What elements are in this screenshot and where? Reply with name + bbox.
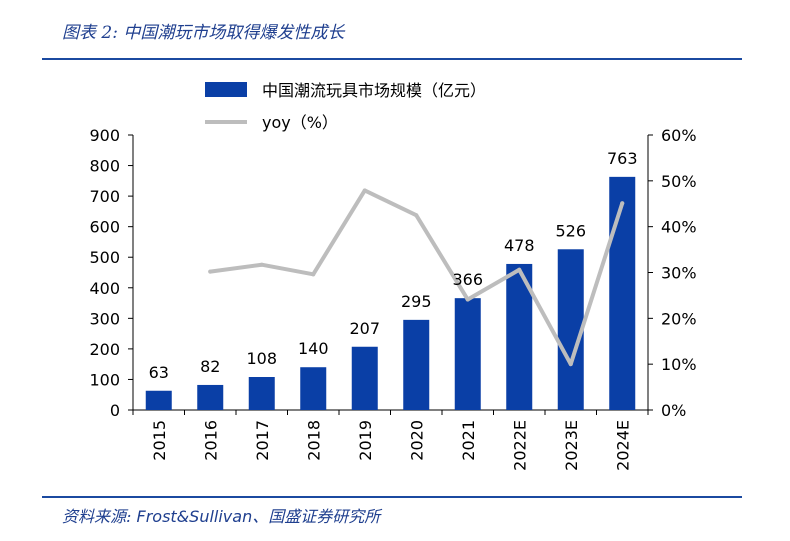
x-tick-label: 2023E — [562, 420, 581, 471]
x-tick-label: 2019 — [356, 420, 375, 461]
x-tick-label: 2022E — [510, 420, 529, 471]
y-left-tick-label: 300 — [89, 309, 120, 328]
yoy-line-group — [208, 188, 625, 367]
y-left-tick-label: 700 — [89, 187, 120, 206]
y-right-tick-label: 50% — [661, 172, 697, 191]
bar — [300, 367, 327, 410]
bar-value-label: 295 — [401, 292, 432, 311]
y-right-tick-label: 30% — [661, 264, 697, 283]
yoy-point — [568, 362, 573, 367]
y-right-tick-label: 0% — [661, 401, 686, 420]
title-rule — [42, 58, 742, 60]
legend-bar-swatch — [205, 82, 247, 97]
bar — [454, 298, 481, 410]
figure-title: 图表 2: 中国潮玩市场取得爆发性成长 — [62, 23, 345, 43]
bar — [145, 390, 172, 410]
x-tick-label: 2018 — [304, 420, 323, 461]
source-prefix: 资料来源: — [62, 507, 132, 526]
y-left-tick-label: 400 — [89, 279, 120, 298]
legend: 中国潮流玩具市场规模（亿元） yoy（%） — [205, 81, 486, 132]
y-left-tick-label: 800 — [89, 157, 120, 176]
bar-value-label: 140 — [298, 339, 329, 358]
bar — [609, 176, 636, 410]
bar-value-label: 763 — [607, 149, 638, 168]
y-left-tick-label: 200 — [89, 340, 120, 359]
bar — [248, 377, 275, 410]
chart-axes: 0 100 200 300 400 500 600 700 800 900 0% 10% 20% 30% 4… — [89, 126, 696, 471]
y-left-tick-label: 900 — [89, 126, 120, 145]
x-tick-label: 2021 — [459, 420, 478, 461]
y-left-tick-label: 0 — [110, 401, 120, 420]
bar-value-label: 366 — [452, 270, 483, 289]
yoy-point — [311, 272, 316, 277]
x-tick-label: 2024E — [613, 420, 632, 471]
yoy-point — [517, 267, 522, 272]
x-tick-label: 2020 — [407, 420, 426, 461]
bar-value-label: 82 — [200, 357, 220, 376]
bars-group — [145, 176, 636, 410]
y-left-tick-label: 600 — [89, 218, 120, 237]
yoy-point — [259, 262, 264, 267]
source-brand: Frost&Sullivan — [136, 507, 253, 526]
yoy-point — [620, 201, 625, 206]
bar-value-label: 207 — [349, 319, 380, 338]
source-suffix: 、国盛证券研究所 — [252, 507, 381, 526]
bar-value-label: 478 — [504, 236, 535, 255]
x-tick-label: 2017 — [253, 420, 272, 461]
yoy-point — [208, 269, 213, 274]
bar — [197, 384, 224, 410]
bar — [351, 346, 378, 410]
x-tick-label: 2016 — [201, 420, 220, 461]
y-right-tick-label: 10% — [661, 355, 697, 374]
y-right-tick-label: 40% — [661, 218, 697, 237]
bar-value-label: 108 — [246, 349, 277, 368]
bar-value-label: 63 — [149, 363, 169, 382]
source-rule — [42, 496, 742, 498]
bar — [403, 319, 430, 410]
data-labels-group: 63 82 108 140 207 295 366 478 526 763 — [149, 149, 638, 382]
yoy-point — [362, 188, 367, 193]
y-right-tick-label: 20% — [661, 309, 697, 328]
y-left-tick-label: 500 — [89, 248, 120, 267]
legend-bar-label: 中国潮流玩具市场规模（亿元） — [262, 81, 486, 100]
bar-value-label: 526 — [555, 221, 586, 240]
bar — [557, 249, 584, 410]
y-right-tick-label: 60% — [661, 126, 697, 145]
yoy-point — [465, 297, 470, 302]
y-left-tick-label: 100 — [89, 370, 120, 389]
yoy-point — [414, 213, 419, 218]
legend-line-label: yoy（%） — [262, 113, 338, 132]
x-tick-label: 2015 — [150, 420, 169, 461]
source-note: 资料来源: Frost&Sullivan、国盛证券研究所 — [62, 503, 380, 527]
